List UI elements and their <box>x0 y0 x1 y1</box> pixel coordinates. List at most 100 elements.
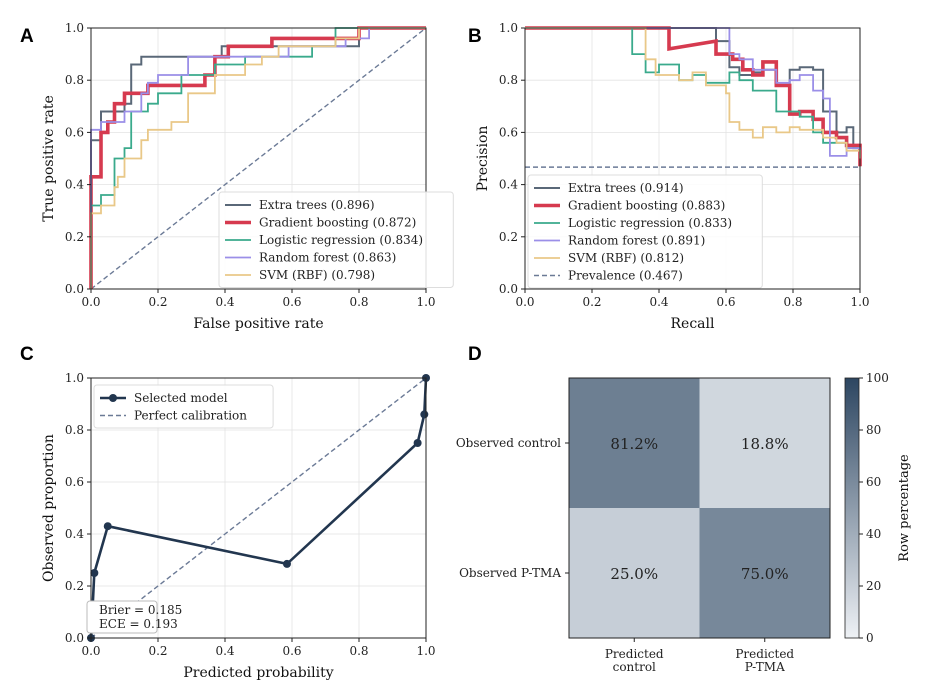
tick-label-y: 0.4 <box>499 178 518 192</box>
tick-label-y: 0.2 <box>65 579 84 593</box>
tick-label-y: 0.0 <box>65 631 84 645</box>
tick-label-y: 0.8 <box>499 73 518 87</box>
legend-label: Perfect calibration <box>134 409 247 423</box>
tick-label-y: 1.0 <box>65 371 84 385</box>
panel-letter-b: B <box>468 26 482 47</box>
heatmap-cell <box>699 508 830 638</box>
legend-label: SVM (RBF) (0.798) <box>259 268 375 282</box>
series-line-0 <box>89 377 428 639</box>
legend-label: Random forest (0.863) <box>259 251 396 265</box>
calibration-panel: 0.0 0.2 0.4 0.6 0.8 1.0 0.0 0.2 0.4 0.6 0.8 1.0 Pred… <box>41 371 436 681</box>
tick-label-y: 0.2 <box>499 230 518 244</box>
column-label: P-TMA <box>745 660 785 674</box>
heatmap-frame <box>568 377 831 639</box>
series-line-4 <box>525 27 861 159</box>
plot-frame <box>90 27 427 290</box>
tick-label-y: 0.8 <box>65 423 84 437</box>
tick-label-x: 0.8 <box>349 295 368 309</box>
cell-value: 75.0% <box>741 565 789 583</box>
cell-value: 18.8% <box>741 435 789 453</box>
tick-label-y: 0.6 <box>65 475 84 489</box>
column-label: Predicted <box>605 647 664 661</box>
tick-label-x: 0.6 <box>716 295 735 309</box>
series-point <box>103 522 112 531</box>
reference-line <box>90 27 427 290</box>
tick-label-x: 0.0 <box>81 644 100 658</box>
series-point <box>413 439 422 447</box>
tick-label-y: 1.0 <box>499 21 518 35</box>
tick-label-x: 0.6 <box>282 644 301 658</box>
series-line-2 <box>525 27 861 159</box>
legend-label: Logistic regression (0.834) <box>259 233 423 247</box>
tick-label-x: 1.0 <box>850 295 869 309</box>
panel-letter-d: D <box>468 344 482 365</box>
tick-label-x: 0.0 <box>515 295 534 309</box>
series-point <box>420 410 429 419</box>
legend-marker <box>109 394 117 402</box>
series-point <box>90 569 99 577</box>
legend-box <box>93 384 274 429</box>
series-line-3 <box>90 27 426 289</box>
series-line-1 <box>525 26 862 167</box>
legend-label: SVM (RBF) (0.812) <box>568 251 684 265</box>
row-label: Observed control <box>456 436 561 450</box>
legend-box <box>527 174 763 289</box>
axis-label-x: Predicted probability <box>183 665 333 681</box>
axis-label-x: False positive rate <box>193 316 323 332</box>
tick-label-x: 0.4 <box>215 644 234 658</box>
tick-label-x: 1.0 <box>416 295 435 309</box>
metrics-box <box>86 600 158 634</box>
column-label: Predicted <box>735 647 794 661</box>
heatmap-cell <box>569 508 700 638</box>
tick-label-x: 0.8 <box>783 295 802 309</box>
colorbar-tick-label: 100 <box>866 371 889 385</box>
axis-label-y: Observed proportion <box>41 434 57 582</box>
tick-label-x: 0.4 <box>215 295 234 309</box>
tick-label-x: 0.0 <box>81 295 100 309</box>
tick-label-y: 1.0 <box>65 21 84 35</box>
axis-label-y: True positive rate <box>41 95 57 222</box>
tick-label-y: 0.8 <box>65 73 84 87</box>
tick-label-x: 0.2 <box>148 644 167 658</box>
tick-label-y: 0.2 <box>65 230 84 244</box>
tick-label-x: 0.2 <box>582 295 601 309</box>
tick-label-x: 0.6 <box>282 295 301 309</box>
series-line-4 <box>90 27 426 289</box>
cell-value: 81.2% <box>610 435 658 453</box>
plot-frame <box>524 27 861 290</box>
legend-label: Gradient boosting (0.883) <box>568 199 725 213</box>
tick-label-x: 0.2 <box>148 295 167 309</box>
panel-letter-a: A <box>20 26 34 47</box>
colorbar-tick-label: 40 <box>866 527 881 541</box>
tick-label-y: 0.0 <box>65 282 84 296</box>
confusion-matrix-panel: 81.2% 18.8% 25.0% 75.0% Observed control Obse… <box>456 371 912 674</box>
column-label: control <box>613 660 656 674</box>
plot-frame <box>90 377 427 639</box>
series-line-3 <box>525 27 861 159</box>
legend-box <box>218 191 454 288</box>
tick-label-y: 0.0 <box>499 282 518 296</box>
legend-label: Extra trees (0.896) <box>259 198 375 212</box>
tick-label-y: 0.4 <box>65 527 84 541</box>
panel-letter-c: C <box>20 344 34 365</box>
metrics-text: ECE = 0.193 <box>99 617 178 631</box>
axis-label-x: Recall <box>671 316 715 332</box>
series-point <box>282 559 291 568</box>
tick-label-x: 0.4 <box>649 295 668 309</box>
tick-label-x: 1.0 <box>416 644 435 658</box>
tick-label-y: 0.6 <box>65 125 84 139</box>
row-label: Observed P-TMA <box>459 566 561 580</box>
legend-label: Random forest (0.891) <box>568 234 705 248</box>
legend-label: Selected model <box>134 391 228 405</box>
colorbar-label: Row percentage <box>897 454 912 562</box>
legend-label: Logistic regression (0.833) <box>568 216 732 230</box>
metrics-text: Brier = 0.185 <box>99 603 182 617</box>
tick-label-y: 0.6 <box>499 125 518 139</box>
axis-label-y: Precision <box>475 126 491 192</box>
legend-label: Extra trees (0.914) <box>568 181 684 195</box>
legend-label: Gradient boosting (0.872) <box>259 216 416 230</box>
legend-label: Prevalence (0.467) <box>568 269 683 283</box>
colorbar-tick-label: 0 <box>866 631 874 645</box>
heatmap-cell <box>699 378 830 508</box>
